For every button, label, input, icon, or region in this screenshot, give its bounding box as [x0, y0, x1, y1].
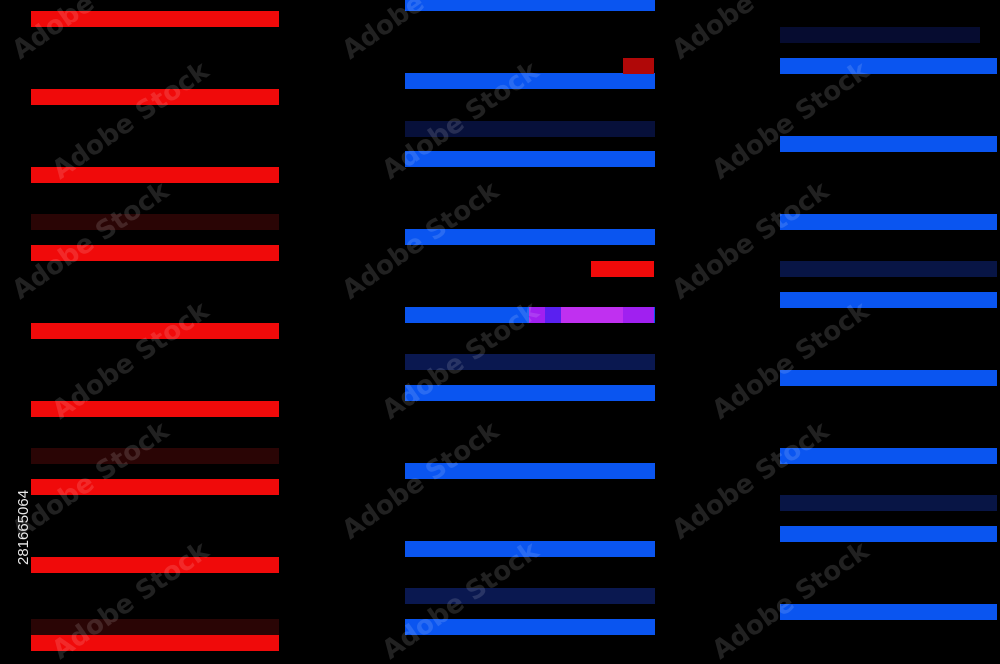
stripe [545, 307, 561, 323]
stripe [591, 261, 654, 277]
stripe [31, 401, 279, 417]
stripe [623, 58, 654, 74]
stripe [31, 214, 279, 230]
stripe [31, 323, 279, 339]
stripe [405, 354, 655, 370]
stripe [405, 73, 655, 89]
stripe [31, 89, 279, 105]
stripe [780, 604, 997, 620]
stripe [405, 151, 655, 167]
stripe [31, 479, 279, 495]
stripe [405, 385, 655, 401]
stripe [780, 261, 997, 277]
stripe [405, 541, 655, 557]
stripe [31, 635, 279, 651]
stripe [31, 245, 279, 261]
stripe [780, 214, 997, 230]
stripe [780, 448, 997, 464]
stripe [780, 526, 997, 542]
stripe [405, 619, 655, 635]
stripe [31, 619, 279, 635]
stripe [780, 495, 997, 511]
stripe [780, 136, 997, 152]
stripe [405, 121, 655, 137]
stripe [780, 27, 980, 43]
stripe [405, 463, 655, 479]
stripe [31, 448, 279, 464]
stripe [780, 58, 997, 74]
image-id: 281665064 [15, 490, 32, 565]
stripe [31, 557, 279, 573]
stripe [405, 229, 655, 245]
stripes [31, 0, 997, 651]
stripe [31, 167, 279, 183]
stripe [405, 588, 655, 604]
stripe [780, 292, 997, 308]
stripe [405, 0, 655, 11]
stripe [31, 11, 279, 27]
stripe [561, 307, 623, 323]
stripe [780, 370, 997, 386]
